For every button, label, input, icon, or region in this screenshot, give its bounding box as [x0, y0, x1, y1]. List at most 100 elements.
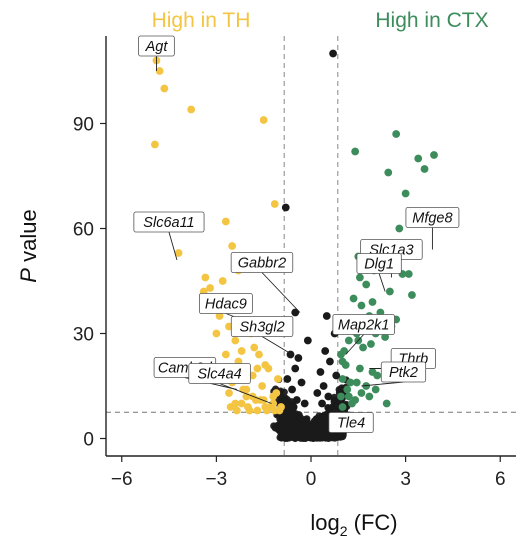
x-tick-label: −6 — [111, 469, 133, 490]
point-ctx — [349, 294, 358, 303]
point-ctx — [355, 273, 364, 282]
y-axis-title: P value — [16, 209, 41, 282]
point-th — [225, 389, 233, 397]
point-ctx — [338, 403, 347, 411]
point-ctx — [362, 280, 371, 289]
point-ctx — [351, 147, 360, 156]
point-ctx — [408, 291, 416, 299]
gene-label-slc6a11: Slc6a11 — [133, 211, 205, 233]
point-th — [253, 406, 262, 415]
point-th — [253, 364, 262, 373]
point-th — [221, 350, 230, 359]
point-ns — [321, 347, 330, 355]
point-ctx — [420, 165, 429, 173]
point-ns — [294, 354, 303, 362]
gene-label-text: Mfge8 — [412, 211, 452, 227]
point-ns — [329, 403, 337, 411]
point-ns — [318, 399, 326, 408]
gene-label-hdac9: Hdac9 — [198, 293, 253, 314]
gene-label-tle4: Tle4 — [328, 412, 374, 433]
gene-label-box — [328, 412, 374, 433]
point-ns — [289, 403, 298, 411]
point-ns — [313, 389, 322, 397]
leader-line — [378, 273, 386, 292]
ns-cloud-point — [282, 412, 291, 420]
gene-label-text: Sh3gl2 — [239, 320, 284, 336]
point-ns — [300, 399, 309, 408]
point-ns — [283, 375, 292, 383]
point-ctx — [346, 378, 355, 387]
point-th — [218, 277, 227, 285]
point-ctx — [343, 385, 352, 394]
gene-label-box — [230, 252, 294, 273]
point-ns — [291, 364, 300, 373]
point-th — [272, 389, 281, 397]
point-ctx — [401, 189, 410, 198]
point-ns — [322, 312, 331, 320]
point-ns — [326, 357, 334, 366]
point-ctx — [392, 130, 401, 138]
leader-line — [168, 231, 178, 261]
point-th — [258, 382, 267, 390]
y-tick-label: 0 — [83, 430, 94, 451]
point-ctx — [365, 392, 374, 401]
gene-label-text: Dlg1 — [364, 257, 394, 273]
ns-cloud-point — [294, 425, 303, 433]
point-th — [259, 116, 268, 124]
point-ns — [316, 368, 325, 376]
point-ctx — [430, 151, 438, 159]
ns-cloud-point — [296, 433, 304, 441]
gene-label-text: Hdac9 — [205, 297, 247, 313]
point-ns — [281, 203, 290, 212]
point-ns — [288, 385, 296, 394]
point-ctx — [338, 375, 347, 383]
point-th — [150, 140, 159, 149]
ns-cloud-point — [283, 396, 291, 404]
gene-label-text: Tle4 — [337, 416, 365, 432]
point-ns — [303, 336, 312, 345]
point-ctx — [337, 350, 345, 359]
group-labels: High in TH High in CTX — [152, 9, 489, 32]
point-ctx — [357, 301, 366, 310]
x-axis-title: log2 (FC) — [310, 510, 397, 539]
point-ctx — [341, 361, 350, 369]
point-ctx — [355, 364, 364, 373]
gene-label-box — [380, 361, 427, 383]
ns-cloud-point — [319, 424, 327, 432]
gene-label-map2k1: Map2k1 — [332, 314, 395, 335]
gene-label-box — [356, 253, 402, 274]
ns-cloud-point — [282, 423, 291, 432]
point-th — [237, 399, 246, 408]
point-ctx — [373, 371, 382, 380]
point-ctx — [359, 343, 367, 352]
gene-label-text: Slc6a11 — [143, 215, 194, 231]
point-th — [155, 67, 164, 75]
point-ns — [332, 371, 341, 380]
point-ctx — [352, 378, 361, 387]
point-th — [231, 336, 240, 345]
gene-label-agt: Agt — [138, 35, 175, 57]
point-ns — [292, 396, 301, 404]
threshold-lines — [106, 36, 516, 456]
point-ctx — [395, 224, 404, 233]
point-ctx — [337, 392, 345, 401]
y-tick-label: 90 — [73, 115, 94, 136]
point-th — [201, 273, 210, 282]
point-ns — [324, 392, 333, 401]
leader-line — [361, 381, 404, 387]
point-th — [187, 105, 196, 114]
point-th — [174, 249, 183, 257]
gene-label-gabbr2: Gabbr2 — [230, 252, 294, 273]
point-th — [215, 312, 224, 320]
x-tick-label: −3 — [206, 469, 228, 490]
gene-label-box — [133, 211, 205, 233]
gene-label-sh3gl2: Sh3gl2 — [230, 316, 294, 337]
leader-line — [219, 383, 272, 404]
gene-label-box — [405, 207, 460, 228]
gene-label-ptk2: Ptk2 — [380, 361, 427, 383]
point-th — [221, 217, 230, 226]
ns-cloud-point — [337, 386, 345, 394]
point-th — [269, 399, 278, 408]
